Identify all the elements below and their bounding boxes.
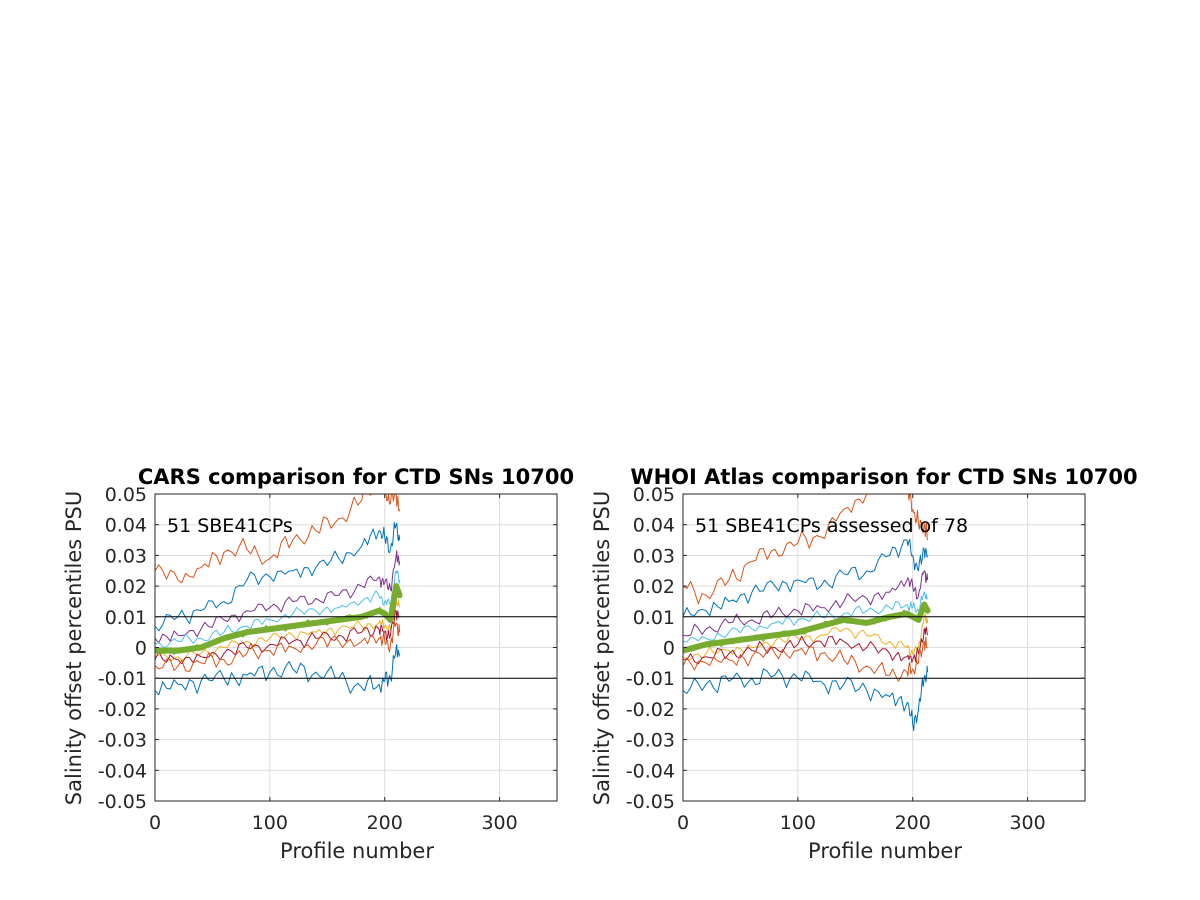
percentile-line-1 — [683, 494, 929, 605]
percentile-line-6 — [155, 599, 401, 662]
cars-comparison-panel: 0 100 200 300 -0.05 -0.04 -0.03 -0.02 -0.01 0 0.01… — [62, 465, 574, 863]
chart-title: CARS comparison for CTD SNs 10700 — [138, 465, 574, 489]
y-tick-label: 0.05 — [105, 484, 147, 506]
x-tick-label: 100 — [780, 812, 816, 834]
percentile-line-8 — [155, 621, 401, 672]
y-tick-label: -0.02 — [98, 699, 147, 721]
y-tick-label: 0.02 — [105, 576, 147, 598]
x-tick-label: 100 — [252, 812, 288, 834]
y-tick-label: -0.03 — [626, 730, 675, 752]
count-annotation: 51 SBE41CPs — [167, 515, 293, 537]
y-tick-label: -0.05 — [626, 791, 675, 813]
y-tick-label: -0.01 — [626, 668, 675, 690]
chart-title: WHOI Atlas comparison for CTD SNs 10700 — [630, 465, 1137, 489]
y-tick-label: 0.02 — [633, 576, 675, 598]
y-axis-label: Salinity offset percentiles PSU — [62, 491, 86, 805]
y-tick-label: -0.03 — [98, 730, 147, 752]
percentile-line-2 — [155, 522, 401, 632]
y-tick-label: -0.04 — [626, 760, 675, 782]
x-tick-label: 300 — [481, 812, 517, 834]
percentile-line-3 — [683, 570, 929, 637]
percentile-line-3 — [155, 550, 401, 644]
y-axis-label: Salinity offset percentiles PSU — [590, 491, 614, 805]
percentile-line-9 — [155, 644, 401, 696]
percentile-line-8 — [683, 636, 928, 682]
median-line — [155, 583, 403, 654]
median-line — [683, 601, 931, 654]
whoi-atlas-comparison-panel: 0 100 200 300 -0.05 -0.04 -0.03 -0.02 -0.01 0 0.01… — [590, 465, 1138, 863]
x-axis-label: Profile number — [280, 839, 434, 863]
x-tick-label: 0 — [149, 812, 161, 834]
y-tick-label: -0.02 — [626, 699, 675, 721]
x-axis-label: Profile number — [808, 839, 962, 863]
percentile-line-7 — [683, 626, 929, 665]
y-tick-label: 0.04 — [105, 515, 147, 537]
y-tick-label: 0.04 — [633, 515, 675, 537]
count-annotation: 51 SBE41CPs assessed of 78 — [695, 515, 968, 537]
y-tick-label: 0.03 — [633, 545, 675, 567]
percentile-line-4 — [683, 591, 929, 643]
y-tick-label: 0 — [663, 638, 675, 660]
y-tick-label: 0.01 — [633, 607, 675, 629]
y-tick-label: 0 — [135, 638, 147, 660]
x-tick-label: 200 — [367, 812, 403, 834]
y-tick-label: 0.05 — [633, 484, 675, 506]
x-tick-label: 300 — [1009, 812, 1045, 834]
x-tick-label: 0 — [677, 812, 689, 834]
percentile-line-6 — [683, 613, 929, 661]
y-tick-label: -0.05 — [98, 791, 147, 813]
percentile-line-9 — [683, 665, 929, 732]
y-tick-label: 0.01 — [105, 607, 147, 629]
x-tick-label: 200 — [895, 812, 931, 834]
percentile-line-2 — [683, 539, 929, 617]
percentile-line-4 — [155, 570, 401, 648]
percentile-line-7 — [155, 610, 400, 665]
y-tick-label: -0.04 — [98, 760, 147, 782]
y-tick-label: -0.01 — [98, 668, 147, 690]
y-tick-label: 0.03 — [105, 545, 147, 567]
